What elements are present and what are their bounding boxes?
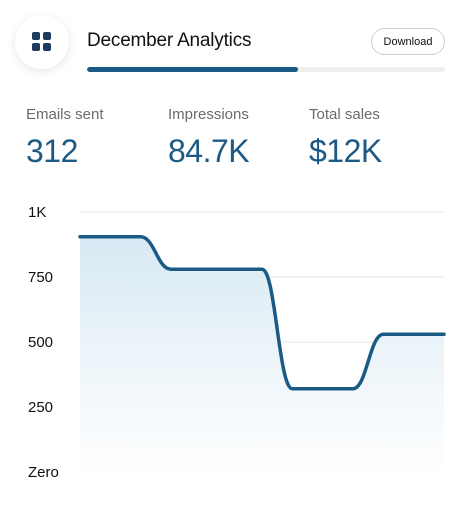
area-fill xyxy=(80,236,444,477)
grid-icon xyxy=(32,32,52,52)
stat-value: $12K xyxy=(309,133,382,169)
y-tick-label: 750 xyxy=(28,269,53,286)
stat-value: 84.7K xyxy=(168,133,250,169)
download-button[interactable]: Download xyxy=(371,28,445,55)
y-tick-label: Zero xyxy=(28,464,59,481)
progress-bar xyxy=(87,67,445,72)
y-tick-label: 500 xyxy=(28,334,53,351)
stat-total-sales: Total sales $12K xyxy=(309,106,382,170)
y-tick-label: 1K xyxy=(28,204,46,221)
area-chart: 1K 750 500 250 Zero xyxy=(28,204,446,481)
page-title: December Analytics xyxy=(87,30,252,51)
stat-label: Emails sent xyxy=(26,106,104,123)
y-tick-label: 250 xyxy=(28,399,53,416)
stat-label: Total sales xyxy=(309,106,380,123)
stat-emails-sent: Emails sent 312 xyxy=(26,106,104,170)
series-line xyxy=(78,234,446,391)
progress-bar-fill xyxy=(87,67,299,72)
stat-label: Impressions xyxy=(168,106,249,123)
app-icon-button[interactable] xyxy=(15,15,69,69)
stat-value: 312 xyxy=(26,133,78,169)
stat-impressions: Impressions 84.7K xyxy=(168,106,250,170)
